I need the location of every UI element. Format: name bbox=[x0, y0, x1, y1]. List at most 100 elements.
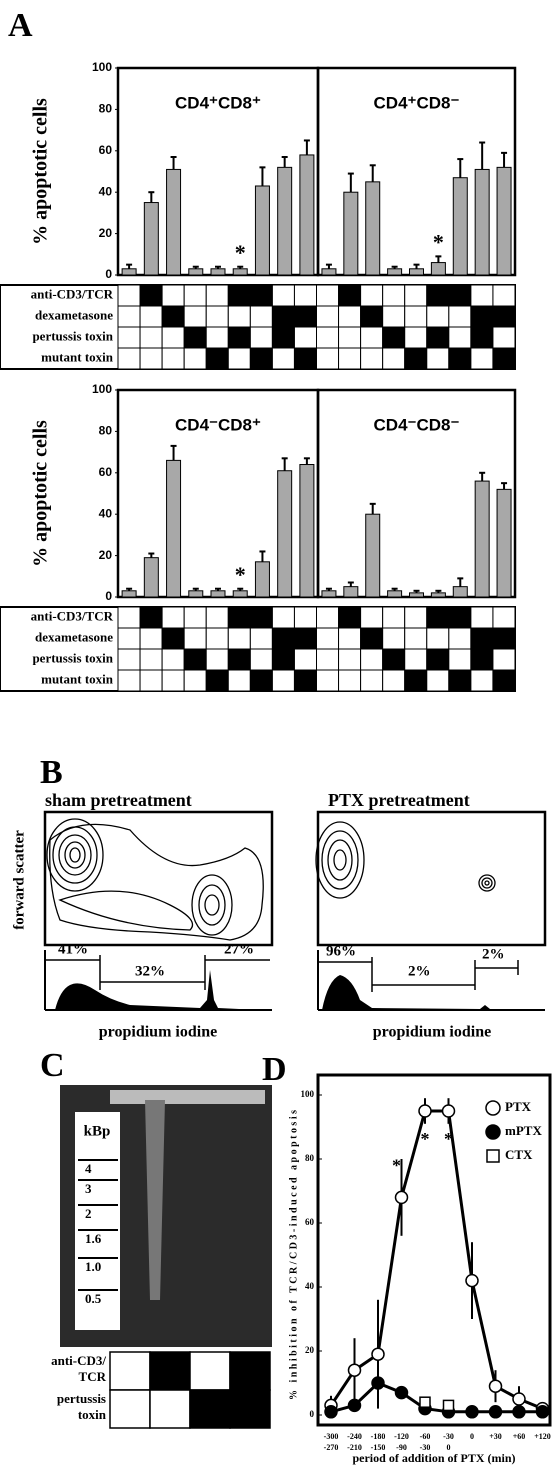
condition-cell bbox=[471, 306, 493, 327]
condition-cell bbox=[493, 670, 515, 691]
y-tick-label: 40 bbox=[305, 1281, 315, 1291]
condition-cell bbox=[150, 1352, 190, 1390]
gate-label: 2% bbox=[408, 963, 431, 979]
condition-cell bbox=[339, 628, 361, 649]
condition-cell bbox=[140, 670, 162, 691]
condition-cell bbox=[294, 285, 316, 306]
legend-label: PTX bbox=[505, 1099, 532, 1114]
row-label: dexametasone bbox=[35, 307, 113, 322]
condition-cell bbox=[471, 327, 493, 348]
condition-cell bbox=[272, 327, 294, 348]
condition-cell bbox=[317, 649, 339, 670]
condition-cell bbox=[427, 285, 449, 306]
figure: A B C D sham pretreatment PTX pretreatme… bbox=[0, 0, 556, 1466]
point bbox=[490, 1406, 502, 1418]
chart-title: CD4⁺CD8⁻ bbox=[374, 93, 460, 112]
condition-cell bbox=[427, 670, 449, 691]
condition-cell bbox=[493, 327, 515, 348]
y-tick-label: 60 bbox=[99, 143, 113, 157]
condition-cell bbox=[250, 607, 272, 628]
condition-cell bbox=[228, 649, 250, 670]
condition-cell bbox=[339, 649, 361, 670]
condition-cell bbox=[118, 670, 140, 691]
bar bbox=[233, 269, 247, 275]
condition-cell bbox=[184, 285, 206, 306]
chart-title: CD4⁻CD8⁻ bbox=[374, 415, 460, 434]
condition-cell bbox=[118, 628, 140, 649]
condition-cell bbox=[383, 628, 405, 649]
panel-label: A bbox=[8, 7, 33, 44]
condition-cell bbox=[427, 649, 449, 670]
condition-cell bbox=[405, 306, 427, 327]
y-tick-label: 40 bbox=[99, 506, 113, 520]
point bbox=[396, 1191, 408, 1203]
x-tick-label: -300 bbox=[324, 1432, 339, 1441]
condition-cell bbox=[190, 1390, 230, 1428]
point bbox=[466, 1275, 478, 1287]
condition-cell bbox=[449, 348, 471, 369]
condition-cell bbox=[250, 327, 272, 348]
y-tick-label: 80 bbox=[305, 1153, 315, 1163]
condition-cell bbox=[294, 649, 316, 670]
condition-cell bbox=[339, 285, 361, 306]
condition-cell bbox=[405, 348, 427, 369]
condition-cell bbox=[339, 348, 361, 369]
condition-cell bbox=[228, 607, 250, 628]
chart-title: CD4⁺CD8⁺ bbox=[175, 93, 261, 112]
condition-cell bbox=[206, 670, 228, 691]
condition-cell bbox=[250, 628, 272, 649]
condition-cell bbox=[228, 348, 250, 369]
bar bbox=[300, 155, 314, 275]
condition-cell bbox=[449, 327, 471, 348]
bar bbox=[431, 263, 445, 275]
point bbox=[349, 1364, 361, 1376]
y-axis-label: % inhibition of TCR/CD3-induced apoptosi… bbox=[288, 1110, 299, 1400]
condition-cell bbox=[427, 327, 449, 348]
point bbox=[420, 1397, 430, 1407]
bar bbox=[431, 593, 445, 597]
condition-cell bbox=[383, 607, 405, 628]
row-label: pertussis bbox=[57, 1391, 106, 1406]
y-tick-label: 80 bbox=[99, 424, 113, 438]
bar bbox=[233, 591, 247, 597]
bar bbox=[189, 591, 203, 597]
condition-cell bbox=[449, 670, 471, 691]
condition-cell bbox=[228, 306, 250, 327]
condition-cell bbox=[140, 327, 162, 348]
condition-cell bbox=[383, 327, 405, 348]
bar bbox=[388, 269, 402, 275]
condition-cell bbox=[140, 285, 162, 306]
condition-cell bbox=[361, 348, 383, 369]
bar bbox=[278, 167, 292, 275]
legend-marker bbox=[487, 1150, 499, 1162]
x-tick-label: +60 bbox=[513, 1432, 526, 1441]
condition-cell bbox=[140, 607, 162, 628]
y-tick-label: 0 bbox=[105, 267, 112, 281]
condition-cell bbox=[140, 628, 162, 649]
condition-cell bbox=[471, 348, 493, 369]
y-tick-label: 100 bbox=[92, 60, 112, 74]
plot-title: sham pretreatment bbox=[45, 790, 192, 810]
annotation: * bbox=[421, 1129, 430, 1149]
legend-label: CTX bbox=[505, 1147, 533, 1162]
condition-cell bbox=[206, 628, 228, 649]
condition-cell bbox=[383, 649, 405, 670]
condition-cell bbox=[184, 348, 206, 369]
y-tick-label: 40 bbox=[99, 184, 113, 198]
condition-cell bbox=[361, 670, 383, 691]
point bbox=[443, 1105, 455, 1117]
condition-cell bbox=[427, 348, 449, 369]
bar bbox=[344, 192, 358, 275]
x-tick-label: +120 bbox=[534, 1432, 551, 1441]
plot-title: PTX pretreatment bbox=[328, 790, 470, 810]
row-label: pertussis toxin bbox=[32, 328, 113, 343]
condition-cell bbox=[162, 670, 184, 691]
condition-cell bbox=[427, 306, 449, 327]
row-label: mutant toxin bbox=[41, 671, 114, 686]
condition-cell bbox=[228, 285, 250, 306]
y-tick-label: 60 bbox=[305, 1217, 315, 1227]
marker-label: 4 bbox=[85, 1161, 92, 1176]
condition-cell bbox=[272, 306, 294, 327]
condition-cell bbox=[228, 628, 250, 649]
y-tick-label: 0 bbox=[105, 589, 112, 603]
